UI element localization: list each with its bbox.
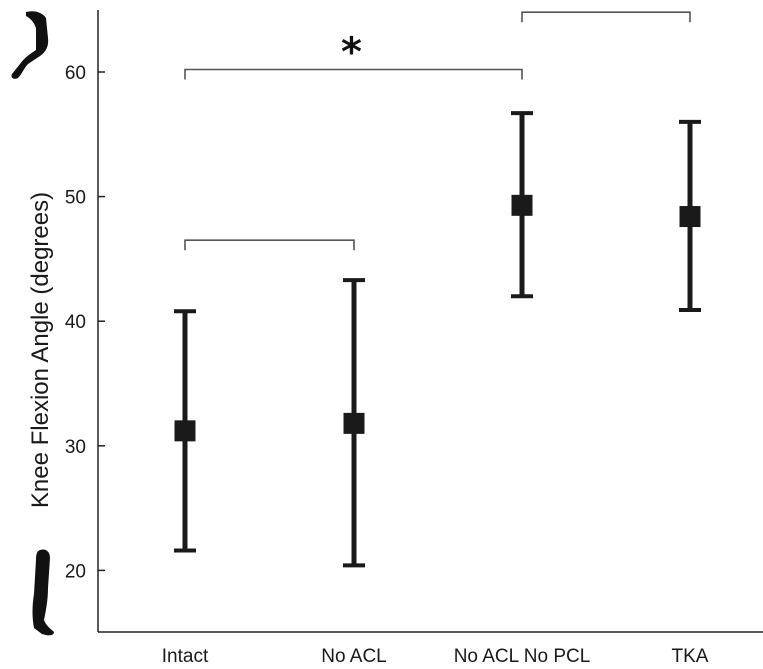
data-marker [174, 420, 196, 442]
data-point-group [174, 309, 196, 553]
y-axis: 20 30 40 50 60 [65, 10, 105, 632]
leg-flexed-icon [11, 11, 49, 79]
data-marker [343, 412, 365, 434]
data-marker [511, 194, 533, 216]
y-axis-label: Knee Flexion Angle (degrees) [27, 192, 54, 508]
y-tick-label: 30 [65, 437, 86, 458]
significance-brackets: * [184, 11, 691, 251]
data-marker [679, 206, 701, 228]
y-tick-label: 40 [65, 312, 86, 333]
data-point-group [511, 111, 533, 299]
x-tick-label: Intact [162, 646, 209, 667]
data-point-group [343, 278, 365, 568]
x-tick-label: No ACL No PCL [454, 646, 591, 667]
significance-asterisk: * [341, 30, 362, 76]
significance-bracket [184, 239, 355, 251]
y-tick-label: 20 [65, 561, 86, 582]
significance-bracket [184, 68, 523, 80]
leg-extended-icon [32, 549, 54, 636]
significance-bracket [521, 11, 691, 23]
x-tick-label: No ACL [321, 646, 386, 667]
x-axis: Intact No ACL No ACL No PCL TKA [98, 631, 763, 667]
y-tick-label: 60 [65, 63, 86, 84]
data-point-group [679, 119, 701, 312]
data-series [174, 111, 701, 568]
x-tick-label: TKA [672, 646, 709, 667]
y-tick-label: 50 [65, 188, 86, 209]
